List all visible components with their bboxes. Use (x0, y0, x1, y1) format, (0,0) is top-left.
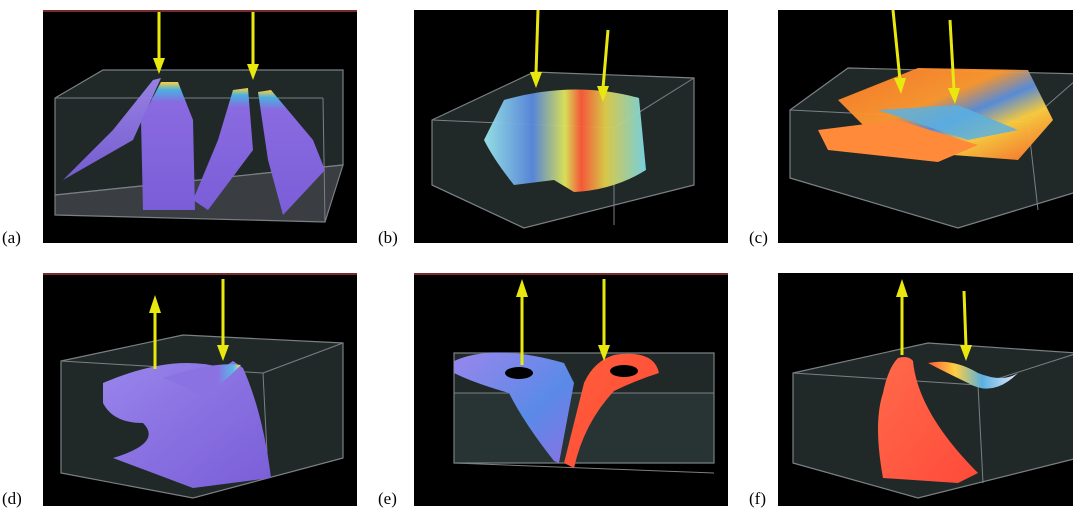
funnel-surface (103, 361, 271, 488)
panel-d (43, 273, 357, 506)
surface-render-b (431, 10, 695, 229)
sheet-1 (63, 78, 161, 180)
surface-render-e (453, 279, 715, 474)
hole-left (505, 367, 533, 379)
arrow-down-1 (153, 10, 165, 74)
arrow-down-2 (948, 19, 960, 104)
arc-surface (928, 361, 1018, 389)
arrow-down (960, 290, 972, 361)
panel-label-e: (e) (378, 489, 397, 508)
arrow-up (516, 279, 528, 365)
panel-label-d: (d) (2, 489, 22, 508)
arrow-down-2 (247, 10, 259, 80)
panel-e (414, 273, 728, 506)
arrow-down (217, 279, 229, 361)
v-surface-right (564, 353, 659, 468)
panel-label-a: (a) (2, 228, 21, 247)
arrow-down-1 (530, 10, 542, 88)
funnel-surface (878, 357, 978, 483)
v-surface-left (454, 352, 574, 463)
funnel-top (163, 364, 241, 398)
panel-c (778, 10, 1073, 243)
panel-top-border (414, 273, 728, 275)
surface-render-f (792, 279, 1073, 499)
sheet-2 (141, 82, 195, 210)
panel-label-c: (c) (749, 228, 768, 247)
sheet-3 (193, 88, 253, 210)
hole-right (610, 365, 638, 377)
layered-sheet-3 (878, 105, 1018, 140)
arrow-up (149, 295, 161, 369)
arrow-down-2 (597, 29, 610, 102)
panel-top-border (43, 273, 357, 275)
layered-sheet-2 (818, 120, 978, 162)
panel-label-f: (f) (749, 489, 766, 508)
sheet-4 (258, 90, 325, 215)
panel-f (778, 273, 1073, 506)
ring-surface (484, 89, 646, 192)
panel-top-border (43, 10, 357, 12)
arrow-down (598, 279, 610, 361)
panel-label-b: (b) (378, 228, 398, 247)
surface-render-a (54, 10, 344, 223)
surface-render-c (789, 10, 1073, 229)
arrow-up (896, 279, 908, 355)
panel-a (43, 10, 357, 243)
arrow-down-1 (891, 10, 906, 94)
panel-b (414, 10, 728, 243)
surface-render-d (60, 279, 344, 499)
